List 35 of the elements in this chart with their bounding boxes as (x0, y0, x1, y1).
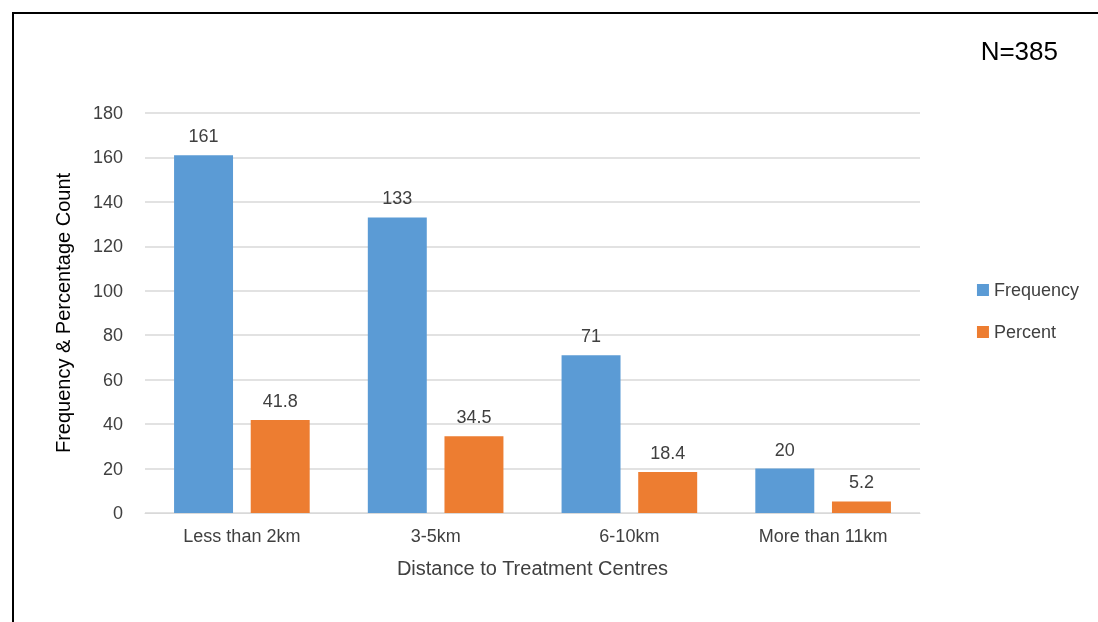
bar (561, 355, 621, 513)
x-tick-label: Less than 2km (183, 526, 301, 546)
y-tick-label: 80 (102, 325, 123, 346)
data-label: 41.8 (262, 391, 298, 412)
y-tick-label: 60 (102, 369, 123, 390)
legend-label: Frequency (993, 280, 1079, 300)
bar (755, 468, 815, 513)
x-tick-label: 3-5km (410, 526, 461, 546)
y-tick-label: 160 (92, 147, 123, 168)
bar (444, 436, 504, 513)
y-tick-label: 180 (92, 103, 123, 123)
y-tick-label: 0 (112, 503, 123, 523)
data-label: 34.5 (456, 407, 492, 428)
x-axis-title: Distance to Treatment Centres (396, 557, 669, 579)
bar (367, 217, 427, 513)
y-tick-label: 40 (102, 414, 123, 435)
y-tick-label: 100 (92, 280, 123, 301)
x-tick-label: More than 11km (758, 526, 888, 546)
x-tick-label: 6-10km (599, 526, 660, 546)
y-tick-label: 120 (92, 236, 123, 257)
bar (174, 155, 234, 513)
data-label: 18.4 (650, 443, 686, 464)
y-tick-label: 20 (102, 458, 123, 479)
y-axis-title: Frequency & Percentage Count (52, 172, 74, 454)
data-label: 5.2 (848, 472, 874, 493)
data-label: 161 (188, 126, 219, 147)
bar (831, 501, 891, 513)
legend-label: Percent (993, 322, 1056, 342)
bar (638, 472, 698, 513)
data-label: 71 (581, 326, 602, 347)
y-tick-label: 140 (92, 191, 123, 212)
data-label: 20 (774, 439, 795, 460)
data-label: 133 (382, 188, 413, 209)
text: N=385 (980, 36, 1058, 66)
bar (250, 420, 310, 513)
